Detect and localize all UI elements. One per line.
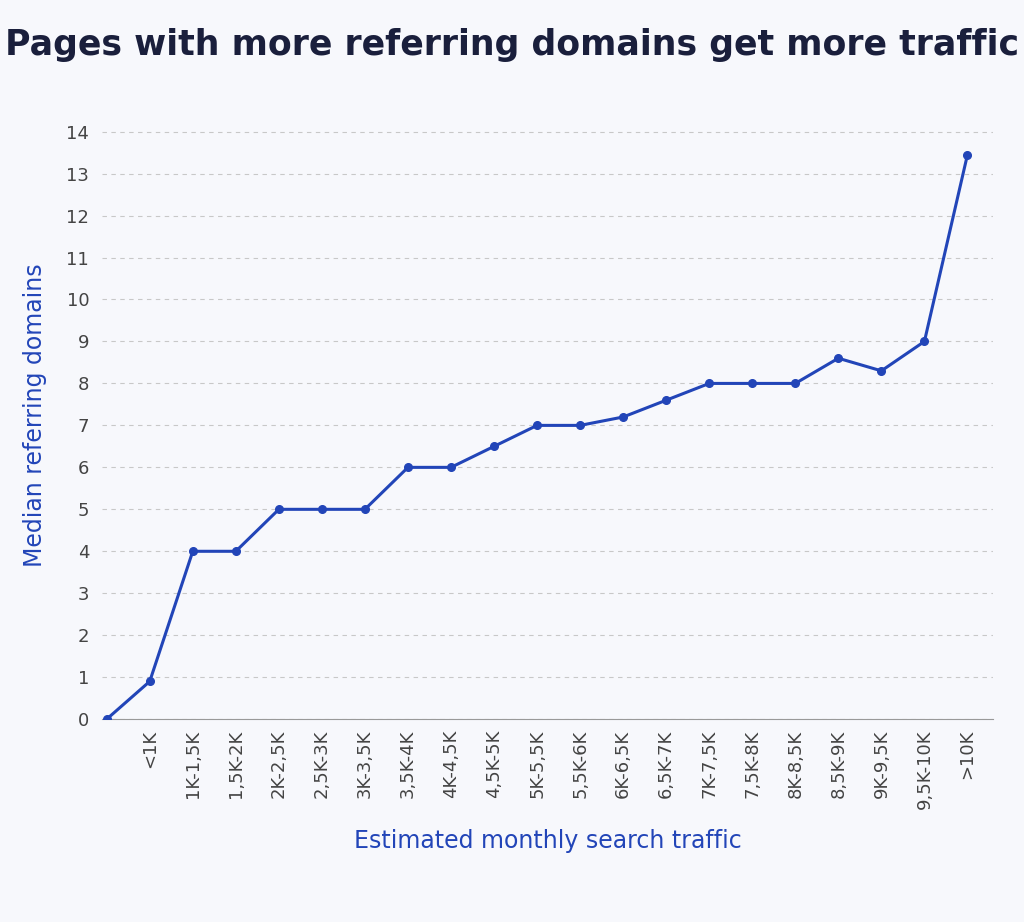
Text: Pages with more referring domains get more traffic: Pages with more referring domains get mo… <box>5 28 1019 62</box>
X-axis label: Estimated monthly search traffic: Estimated monthly search traffic <box>354 829 741 853</box>
Y-axis label: Median referring domains: Median referring domains <box>23 263 47 567</box>
